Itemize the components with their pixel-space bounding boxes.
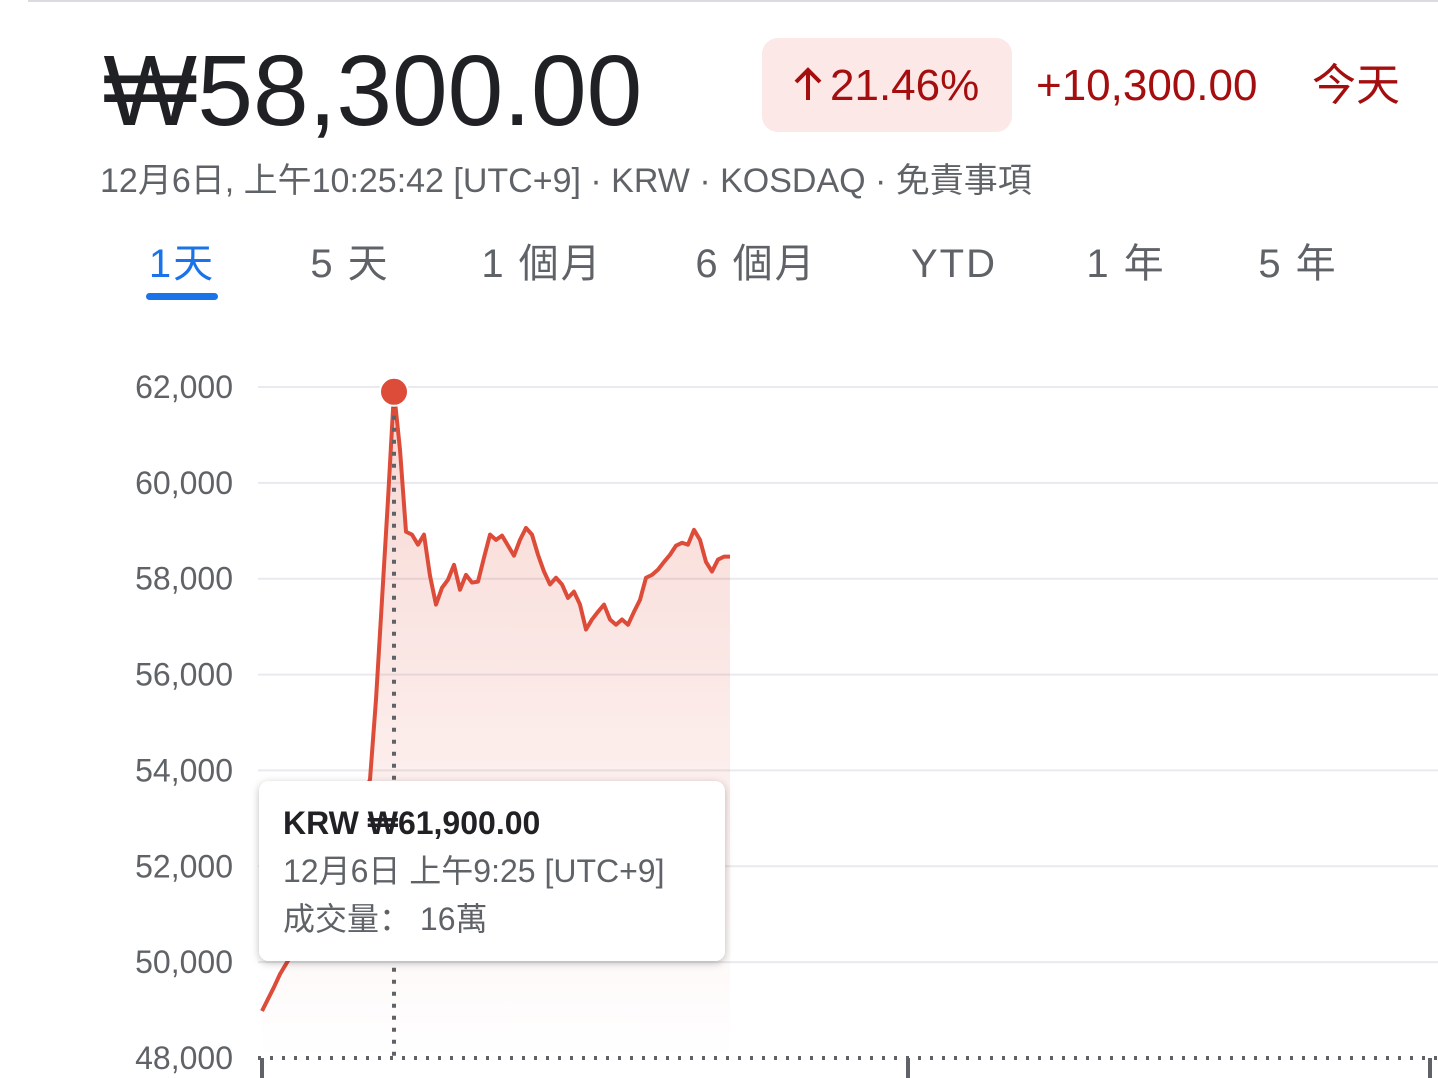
tooltip-volume: 成交量： 16萬 [283,901,488,937]
y-tick-label: 52,000 [135,848,233,884]
y-tick-label: 60,000 [135,465,233,501]
y-tick-label: 58,000 [135,561,233,597]
range-tab[interactable]: 1 年 [1086,242,1165,286]
change-amount: +10,300.00 [1036,61,1257,110]
y-tick-label: 48,000 [135,1040,233,1076]
range-tab[interactable]: 5 年 [1258,242,1337,286]
range-tabs: 1天 5 天 1 個月 6 個月 YTD 1 年 5 年 [146,242,1337,300]
chart: 48,000 50,000 52,000 54,000 56,000 58,000 60,0… [135,369,1438,1078]
range-tab[interactable]: 6 個月 [695,242,816,286]
price: ₩58,300.00 [103,35,642,147]
tooltip-title: KRW ₩61,900.00 [283,805,540,841]
y-tick-label: 56,000 [135,657,233,693]
up-arrow [794,67,822,100]
range-tab[interactable]: 1 個月 [481,242,602,286]
range-tab[interactable]: 1天 [149,242,215,286]
tooltip: KRW ₩61,900.00 12月6日 上午9:25 [UTC+9] 成交量： 1… [259,781,725,961]
quote-meta: 12月6日, 上午10:25:42 [UTC+9] · KRW · KOSDAQ… [100,162,1032,200]
highlight-point [379,376,409,407]
change-badge [762,38,1012,132]
change-percent: 21.46% [830,61,979,110]
tooltip-time: 12月6日 上午9:25 [UTC+9] [283,853,665,889]
tooltip-box [259,781,725,961]
range-tab[interactable]: 5 天 [310,242,389,286]
range-tab[interactable]: YTD [911,242,997,286]
y-tick-label: 62,000 [135,369,233,405]
y-tick-label: 50,000 [135,944,233,980]
active-tab-indicator [146,293,218,300]
change-period: 今天 [1312,61,1400,110]
y-tick-label: 54,000 [135,752,233,788]
